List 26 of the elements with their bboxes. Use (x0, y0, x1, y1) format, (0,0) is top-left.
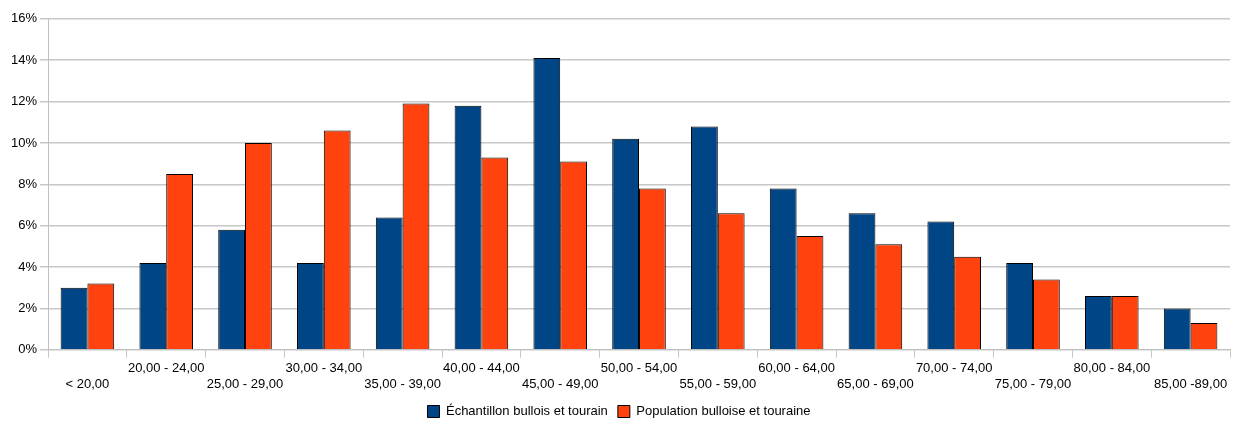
x-tick-label: 85,00 -89,00 (1154, 375, 1228, 391)
y-tick-label: 2% (18, 300, 38, 315)
x-tick-label: 55,00 - 59,00 (679, 375, 757, 391)
x-tick-label: < 20,00 (65, 375, 110, 391)
x-tick-label: 35,00 - 39,00 (364, 375, 441, 391)
y-tick-label: 4% (18, 258, 38, 274)
x-tick-label: 75,00 - 79,00 (994, 375, 1072, 391)
x-tick-label: 50,00 - 54,00 (600, 360, 678, 376)
y-tick-label: 12% (10, 93, 38, 109)
x-tick-label: 20,00 - 24,00 (127, 360, 205, 376)
y-tick-label: 14% (10, 51, 38, 67)
x-tick-label: 30,00 - 34,00 (285, 360, 363, 376)
y-tick-label: 0% (18, 341, 38, 357)
x-tick-label: 25,00 - 29,00 (206, 375, 284, 391)
x-tick-label: 65,00 - 69,00 (837, 375, 914, 391)
y-tick-label: 8% (18, 175, 38, 191)
x-tick-label: 70,00 - 74,00 (915, 360, 993, 376)
y-tick-label: 6% (18, 217, 38, 233)
legend-label: Population bulloise et touraine (636, 403, 811, 419)
x-tick-label: 80,00 - 84,00 (1073, 360, 1151, 376)
y-tick-label: 16% (10, 10, 38, 26)
x-tick-label: 40,00 - 44,00 (443, 360, 520, 376)
x-tick-label: 60,00 - 64,00 (758, 360, 835, 376)
legend-label: Échantillon bullois et tourain (445, 403, 608, 419)
x-tick-label: 45,00 - 49,00 (521, 375, 599, 391)
y-tick-label: 10% (10, 134, 38, 150)
